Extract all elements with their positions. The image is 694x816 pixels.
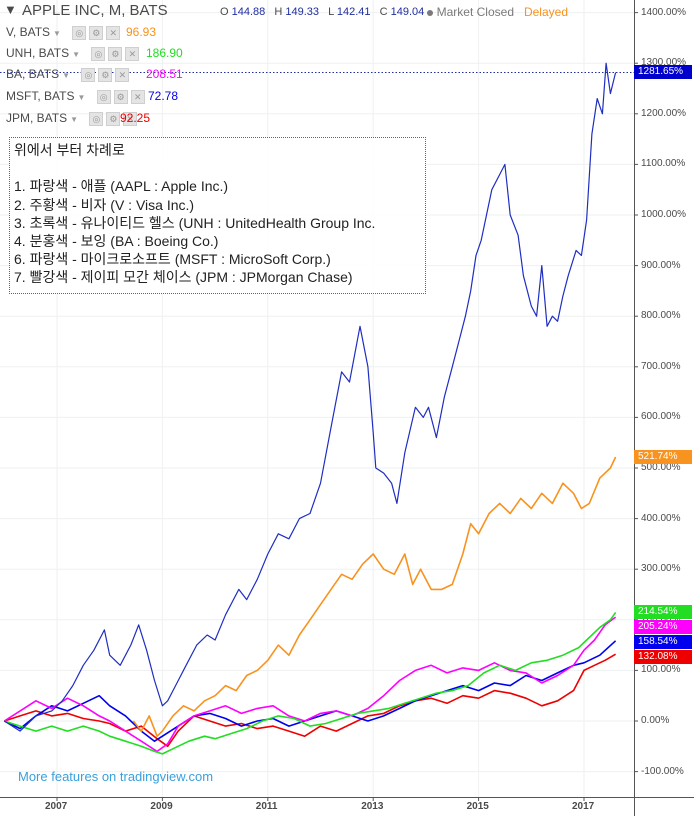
dropdown-caret-icon[interactable]: ▼: [53, 29, 61, 38]
y-tick-label: 500.00%: [641, 462, 681, 473]
symbol-value: 92.25: [120, 111, 151, 125]
ohlc-open-label: O: [220, 6, 229, 18]
eye-icon[interactable]: ◎: [96, 89, 111, 104]
ohlc-low-label: L: [328, 6, 334, 18]
x-tick-label: 2011: [255, 801, 278, 812]
x-tick-label: 2017: [572, 801, 595, 812]
annotation-line: 6. 파랑색 - 마이크로소프트 (MSFT : MicroSoft Corp.…: [14, 251, 331, 267]
y-tick-label: 900.00%: [641, 259, 681, 271]
dropdown-caret-icon[interactable]: ▼: [70, 115, 79, 124]
ohlc-high-value: 149.33: [285, 6, 320, 18]
series-line-v: [132, 456, 617, 737]
settings-icon[interactable]: ⚙: [89, 25, 104, 40]
tradingview-link[interactable]: More features on tradingview.com: [18, 769, 214, 784]
symbol-name[interactable]: BA, BATS: [6, 67, 60, 81]
symbol-name[interactable]: UNH, BATS: [6, 46, 70, 60]
annotation-line: 3. 초록색 - 유나이티드 헬스 (UNH : UnitedHealth Gr…: [14, 215, 376, 231]
series-line-unh: [4, 611, 617, 755]
y-tick-label: 400.00%: [641, 512, 681, 524]
last-value-badge: 521.74%: [634, 449, 692, 464]
annotation-box[interactable]: 위에서 부터 차례로 1. 파랑색 - 애플 (AAPL : Apple Inc…: [9, 137, 426, 294]
y-tick-label: 600.00%: [641, 411, 681, 423]
symbol-value: 72.78: [148, 89, 179, 103]
symbol-row-v[interactable]: V, BATS ▼ ◎ ⚙ ✕ 96.93: [6, 25, 156, 41]
y-tick-label: 800.00%: [641, 310, 681, 322]
annotation-line: 7. 빨강색 - 제이피 모간 체이스 (JPM : JPMorgan Chas…: [14, 269, 353, 285]
eye-icon[interactable]: ◎: [72, 25, 87, 40]
close-icon[interactable]: ✕: [130, 89, 145, 104]
series-line-jpm: [4, 653, 617, 748]
y-tick-label: 1400.00%: [641, 6, 687, 18]
y-tick-label: 1300.00%: [641, 57, 687, 69]
close-icon[interactable]: ✕: [123, 111, 138, 126]
ohlc-low-value: 142.41: [336, 6, 371, 18]
series-line-apple-inc: [3, 62, 617, 732]
settings-icon[interactable]: ⚙: [108, 46, 123, 61]
y-tick-label: 700.00%: [641, 360, 681, 372]
delayed-badge: Delayed: [523, 5, 568, 19]
symbol-name[interactable]: MSFT, BATS: [6, 89, 75, 103]
chart-header: ▼ APPLE INC, M, BATS O 144.88 H 149.33 L…: [0, 0, 634, 22]
symbol-name[interactable]: JPM, BATS: [6, 111, 68, 125]
ohlc-open-value: 144.88: [231, 6, 266, 18]
collapse-arrow-icon[interactable]: ▼: [4, 2, 17, 17]
y-tick-label: 300.00%: [641, 563, 681, 575]
settings-icon[interactable]: ⚙: [113, 89, 128, 104]
last-value-badge: 132.08%: [634, 650, 692, 665]
y-tick-label: 1200.00%: [641, 107, 687, 119]
last-value-badge: 214.54%: [634, 605, 692, 620]
close-icon[interactable]: ✕: [115, 67, 130, 82]
dropdown-caret-icon[interactable]: ▼: [77, 93, 86, 102]
symbol-row-ba[interactable]: BA, BATS ▼ ◎ ⚙ ✕ 208.51: [6, 67, 183, 83]
settings-icon[interactable]: ⚙: [98, 67, 113, 82]
series-line-ba: [3, 616, 617, 753]
annotation-line: 2. 주황색 - 비자 (V : Visa Inc.): [14, 197, 195, 213]
y-tick-label: 1100.00%: [641, 158, 686, 170]
y-tick-label: 1000.00%: [641, 209, 687, 220]
annotation-heading: 위에서 부터 차례로: [14, 142, 125, 158]
main-symbol-title[interactable]: APPLE INC, M, BATS: [22, 2, 168, 19]
last-value-badge: 158.54%: [634, 635, 692, 650]
status-dot-icon: [426, 9, 433, 16]
close-icon[interactable]: ✕: [125, 46, 140, 61]
y-tick-label: 100.00%: [641, 664, 681, 676]
eye-icon[interactable]: ◎: [81, 67, 96, 82]
y-tick-label: 0.00%: [641, 715, 670, 726]
dropdown-caret-icon[interactable]: ▼: [62, 71, 71, 80]
symbol-value: 186.90: [146, 46, 183, 60]
ohlc-close-label: C: [379, 6, 388, 18]
ohlc-readout: O 144.88 H 149.33 L 142.41 C 149.04: [220, 6, 430, 18]
eye-icon[interactable]: ◎: [91, 46, 106, 61]
last-value-badge: 205.24%: [634, 620, 692, 635]
ohlc-close-value: 149.04: [390, 6, 425, 18]
symbol-value: 208.51: [146, 67, 183, 81]
settings-icon[interactable]: ⚙: [106, 111, 121, 126]
annotation-line: 4. 분홍색 - 보잉 (BA : Boeing Co.): [14, 233, 219, 249]
x-tick-label: 2009: [150, 801, 173, 812]
annotation-line: 1. 파랑색 - 애플 (AAPL : Apple Inc.): [14, 178, 229, 194]
x-tick-label: 2013: [361, 801, 384, 812]
symbol-value: 96.93: [126, 25, 157, 39]
eye-icon[interactable]: ◎: [89, 111, 104, 126]
market-status: Market Closed: [426, 5, 514, 19]
symbol-row-unh[interactable]: UNH, BATS ▼ ◎ ⚙ ✕ 186.90: [6, 46, 183, 62]
market-status-text: Market Closed: [436, 5, 514, 19]
x-tick-label: 2007: [45, 801, 68, 812]
x-tick-label: 2015: [466, 801, 489, 812]
symbol-name[interactable]: V, BATS: [6, 25, 51, 39]
ohlc-high-label: H: [274, 6, 283, 18]
y-tick-label: -100.00%: [641, 765, 684, 777]
symbol-row-msft[interactable]: MSFT, BATS ▼ ◎ ⚙ ✕ 72.78: [6, 89, 178, 105]
dropdown-caret-icon[interactable]: ▼: [72, 50, 81, 59]
last-value-badge: 1281.65%: [634, 65, 692, 80]
close-icon[interactable]: ✕: [106, 25, 121, 40]
symbol-row-jpm[interactable]: JPM, BATS ▼ ◎ ⚙ ✕ 92.25: [6, 111, 150, 127]
